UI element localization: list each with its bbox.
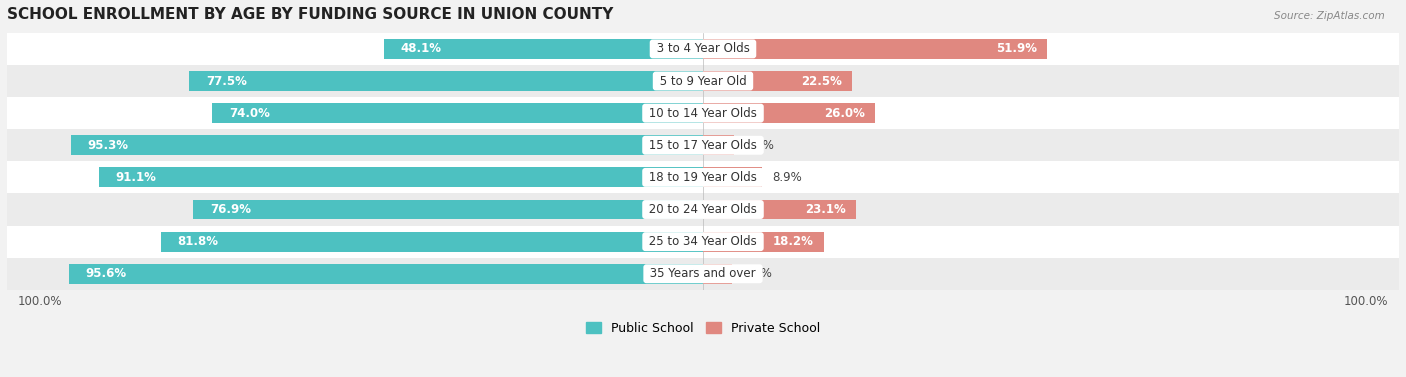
Legend: Public School, Private School: Public School, Private School: [581, 317, 825, 340]
Text: 95.6%: 95.6%: [86, 267, 127, 280]
Bar: [703, 135, 734, 155]
Bar: [72, 135, 703, 155]
Text: 20 to 24 Year Olds: 20 to 24 Year Olds: [645, 203, 761, 216]
Bar: [703, 199, 856, 219]
Text: 48.1%: 48.1%: [401, 42, 441, 55]
Bar: [7, 97, 1399, 129]
Bar: [190, 71, 703, 91]
Text: 4.7%: 4.7%: [744, 139, 773, 152]
Bar: [703, 232, 824, 251]
Text: 76.9%: 76.9%: [209, 203, 250, 216]
Text: 77.5%: 77.5%: [205, 75, 246, 87]
Text: 8.9%: 8.9%: [772, 171, 801, 184]
Bar: [7, 129, 1399, 161]
Text: 95.3%: 95.3%: [87, 139, 129, 152]
Bar: [160, 232, 703, 251]
Text: 18 to 19 Year Olds: 18 to 19 Year Olds: [645, 171, 761, 184]
Text: 25 to 34 Year Olds: 25 to 34 Year Olds: [645, 235, 761, 248]
Bar: [7, 193, 1399, 225]
Text: 15 to 17 Year Olds: 15 to 17 Year Olds: [645, 139, 761, 152]
Text: 18.2%: 18.2%: [773, 235, 814, 248]
Text: 91.1%: 91.1%: [115, 171, 156, 184]
Bar: [7, 33, 1399, 65]
Bar: [7, 65, 1399, 97]
Text: 10 to 14 Year Olds: 10 to 14 Year Olds: [645, 107, 761, 120]
Text: 3 to 4 Year Olds: 3 to 4 Year Olds: [652, 42, 754, 55]
Bar: [98, 167, 703, 187]
Bar: [7, 258, 1399, 290]
Text: 74.0%: 74.0%: [229, 107, 270, 120]
Bar: [703, 39, 1047, 59]
Text: 35 Years and over: 35 Years and over: [647, 267, 759, 280]
Text: 5 to 9 Year Old: 5 to 9 Year Old: [655, 75, 751, 87]
Bar: [193, 199, 703, 219]
Bar: [212, 103, 703, 123]
Text: 81.8%: 81.8%: [177, 235, 218, 248]
Text: 4.4%: 4.4%: [742, 267, 772, 280]
Text: 22.5%: 22.5%: [801, 75, 842, 87]
Bar: [703, 167, 762, 187]
Text: SCHOOL ENROLLMENT BY AGE BY FUNDING SOURCE IN UNION COUNTY: SCHOOL ENROLLMENT BY AGE BY FUNDING SOUR…: [7, 7, 613, 22]
Text: Source: ZipAtlas.com: Source: ZipAtlas.com: [1274, 11, 1385, 21]
Bar: [7, 161, 1399, 193]
Bar: [703, 71, 852, 91]
Text: 23.1%: 23.1%: [806, 203, 846, 216]
Text: 51.9%: 51.9%: [995, 42, 1038, 55]
Bar: [703, 264, 733, 284]
Bar: [703, 103, 876, 123]
Text: 26.0%: 26.0%: [824, 107, 866, 120]
Bar: [69, 264, 703, 284]
Bar: [7, 225, 1399, 258]
Bar: [384, 39, 703, 59]
